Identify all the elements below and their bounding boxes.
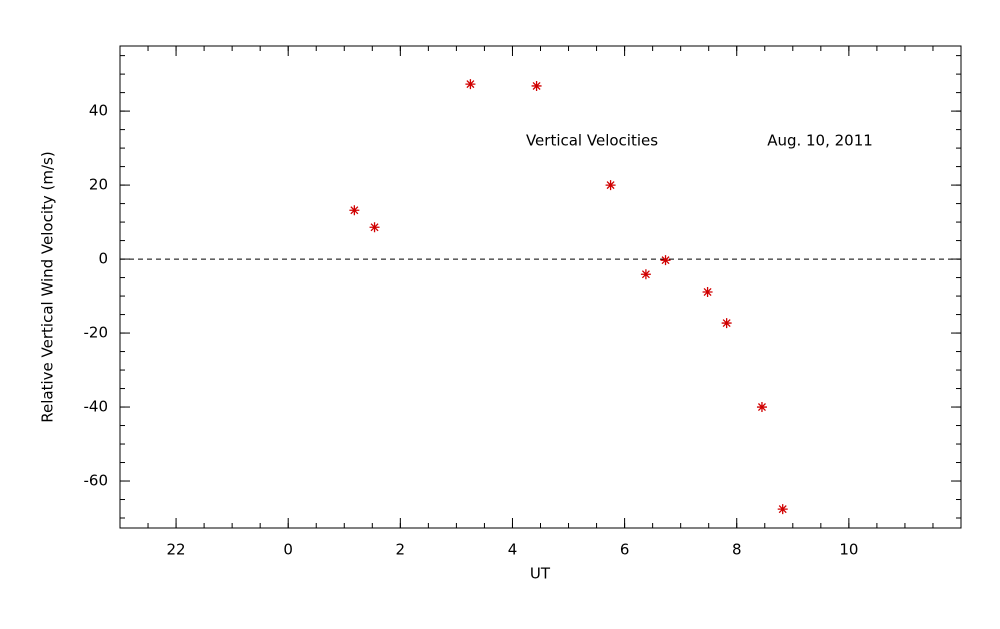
asterisk [531,80,542,91]
x-tick-label: 8 [732,541,742,559]
point [756,402,767,413]
asterisk [756,402,767,413]
x-tick-label: 10 [839,541,858,559]
x-tick-label: 0 [283,541,293,559]
point [660,255,671,266]
point [531,80,542,91]
y-tick-label: -60 [84,472,109,490]
point [721,318,732,329]
asterisk [721,318,732,329]
annotation: Vertical Velocities [526,132,658,150]
y-tick-label: -40 [84,398,109,416]
asterisk [660,255,671,266]
y-tick-label: -20 [84,324,109,342]
x-axis-label: UT [530,565,551,583]
asterisk [605,180,616,191]
asterisk [465,79,476,90]
point [640,269,651,280]
y-tick-label: 20 [89,176,108,194]
asterisk [702,286,713,297]
point [605,180,616,191]
asterisk [349,205,360,216]
annotation: Aug. 10, 2011 [767,132,873,150]
x-tick-label: 22 [167,541,186,559]
x-tick-label: 6 [620,541,630,559]
y-tick-label: 40 [89,102,108,120]
asterisk [369,222,380,233]
point [369,222,380,233]
x-tick-label: 4 [508,541,518,559]
plot-frame [119,45,962,529]
point [349,205,360,216]
asterisk [777,504,788,515]
point [465,79,476,90]
x-tick-label: 2 [396,541,406,559]
point [702,286,713,297]
point [777,504,788,515]
asterisk [640,269,651,280]
y-tick-label: 0 [98,250,108,268]
y-axis-label: Relative Vertical Wind Velocity (m/s) [39,151,57,422]
